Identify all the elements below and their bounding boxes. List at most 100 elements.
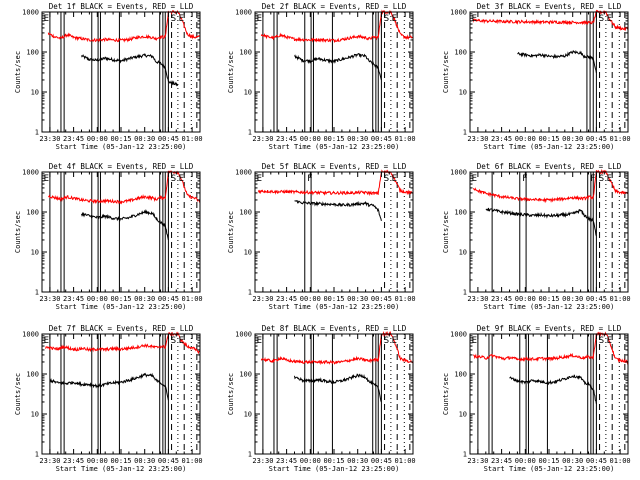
x-tick-label: 23:45 bbox=[491, 457, 512, 465]
x-axis-label: Start Time (05-Jan-12 23:25:00) bbox=[56, 303, 187, 311]
lld-series-line bbox=[260, 330, 414, 366]
plot-title: Det 8f BLACK = Events, RED = LLD bbox=[262, 324, 407, 333]
y-axis-label: Counts/sec bbox=[227, 51, 235, 93]
plot-title: Det 5f BLACK = Events, RED = LLD bbox=[262, 162, 407, 171]
x-tick-label: 23:45 bbox=[276, 135, 297, 143]
x-axis-label: Start Time (05-Jan-12 23:25:00) bbox=[269, 303, 400, 311]
events-series-line bbox=[81, 208, 169, 241]
events-series-line bbox=[509, 374, 597, 404]
y-tick-label: 1 bbox=[35, 289, 39, 297]
x-tick-label: 01:00 bbox=[395, 135, 416, 143]
x-tick-label: 01:00 bbox=[610, 295, 631, 303]
y-tick-label: 100 bbox=[239, 49, 252, 57]
y-axis-label: Counts/sec bbox=[442, 211, 450, 253]
x-tick-label: 23:30 bbox=[39, 295, 60, 303]
y-tick-label: 10 bbox=[31, 89, 39, 97]
x-tick-label: 00:15 bbox=[538, 457, 559, 465]
flag-label: E bbox=[392, 336, 397, 346]
x-axis-label: Start Time (05-Jan-12 23:25:00) bbox=[484, 465, 615, 473]
x-tick-label: 01:00 bbox=[610, 135, 631, 143]
x-tick-label: 23:30 bbox=[252, 135, 273, 143]
x-tick-label: 00:30 bbox=[134, 457, 155, 465]
y-tick-label: 1 bbox=[248, 129, 252, 137]
flag-label: E bbox=[472, 14, 477, 24]
x-tick-label: 01:00 bbox=[182, 295, 203, 303]
x-tick-label: 23:30 bbox=[39, 135, 60, 143]
x-tick-label: 01:00 bbox=[182, 457, 203, 465]
x-tick-label: 23:45 bbox=[491, 295, 512, 303]
plot-frame bbox=[41, 171, 201, 293]
x-tick-label: 00:45 bbox=[371, 457, 392, 465]
y-tick-label: 10 bbox=[244, 411, 252, 419]
x-tick-label: 01:00 bbox=[395, 295, 416, 303]
x-tick-label: 00:00 bbox=[515, 295, 536, 303]
x-axis-label: Start Time (05-Jan-12 23:25:00) bbox=[56, 465, 187, 473]
x-tick-label: 01:00 bbox=[610, 457, 631, 465]
y-tick-label: 1 bbox=[35, 129, 39, 137]
events-series-line bbox=[294, 200, 382, 222]
flag-label: F bbox=[522, 174, 527, 184]
plot-title: Det 3f BLACK = Events, RED = LLD bbox=[477, 2, 622, 11]
y-tick-label: 1000 bbox=[235, 169, 252, 177]
flag-label: E bbox=[392, 174, 397, 184]
y-tick-label: 1 bbox=[248, 451, 252, 459]
x-tick-label: 00:45 bbox=[586, 295, 607, 303]
y-tick-label: 100 bbox=[26, 49, 39, 57]
x-tick-label: 23:45 bbox=[63, 457, 84, 465]
flag-label: E bbox=[607, 174, 612, 184]
y-tick-label: 1 bbox=[463, 451, 467, 459]
plot-frame bbox=[469, 171, 629, 293]
lld-series-line bbox=[47, 10, 201, 43]
y-tick-label: 1000 bbox=[22, 331, 39, 339]
plot-title: Det 6f BLACK = Events, RED = LLD bbox=[477, 162, 622, 171]
y-axis-label: Counts/sec bbox=[14, 51, 22, 93]
plot-frame bbox=[254, 11, 414, 133]
flag-label: S bbox=[599, 14, 604, 24]
events-series-line bbox=[485, 207, 597, 237]
x-tick-label: 00:15 bbox=[110, 457, 131, 465]
x-axis-label: Start Time (05-Jan-12 23:25:00) bbox=[484, 303, 615, 311]
plot-frame bbox=[469, 11, 629, 133]
y-tick-label: 10 bbox=[31, 411, 39, 419]
x-tick-label: 23:45 bbox=[63, 135, 84, 143]
plot-title: Det 1f BLACK = Events, RED = LLD bbox=[49, 2, 194, 11]
plot-title: Det 4f BLACK = Events, RED = LLD bbox=[49, 162, 194, 171]
y-axis-label: Counts/sec bbox=[442, 51, 450, 93]
y-axis-label: Counts/sec bbox=[227, 373, 235, 415]
flag-label: F bbox=[307, 174, 312, 184]
x-tick-label: 01:00 bbox=[395, 457, 416, 465]
flag-label: S bbox=[171, 14, 176, 24]
flag-label: E bbox=[607, 336, 612, 346]
y-tick-label: 10 bbox=[459, 411, 467, 419]
x-tick-label: 00:30 bbox=[134, 135, 155, 143]
x-tick-label: 00:00 bbox=[515, 457, 536, 465]
flag-label: E bbox=[392, 14, 397, 24]
y-tick-label: 10 bbox=[244, 249, 252, 257]
x-tick-label: 00:30 bbox=[562, 457, 583, 465]
flag-label: S bbox=[384, 336, 389, 346]
flag-label: E bbox=[44, 174, 49, 184]
plot-frame bbox=[254, 333, 414, 455]
x-tick-label: 01:00 bbox=[182, 135, 203, 143]
y-tick-label: 1000 bbox=[22, 169, 39, 177]
x-axis-label: Start Time (05-Jan-12 23:25:00) bbox=[269, 143, 400, 151]
flag-label: S bbox=[384, 14, 389, 24]
x-tick-label: 00:30 bbox=[134, 295, 155, 303]
x-tick-label: 00:45 bbox=[158, 295, 179, 303]
x-tick-label: 00:30 bbox=[562, 295, 583, 303]
y-axis-label: Counts/sec bbox=[14, 373, 22, 415]
x-tick-label: 00:00 bbox=[300, 295, 321, 303]
x-tick-label: 00:30 bbox=[347, 457, 368, 465]
lld-series-line bbox=[260, 9, 414, 44]
y-tick-label: 1 bbox=[463, 289, 467, 297]
y-tick-label: 10 bbox=[31, 249, 39, 257]
y-tick-label: 100 bbox=[239, 209, 252, 217]
x-tick-label: 00:00 bbox=[300, 135, 321, 143]
y-tick-label: 100 bbox=[454, 209, 467, 217]
